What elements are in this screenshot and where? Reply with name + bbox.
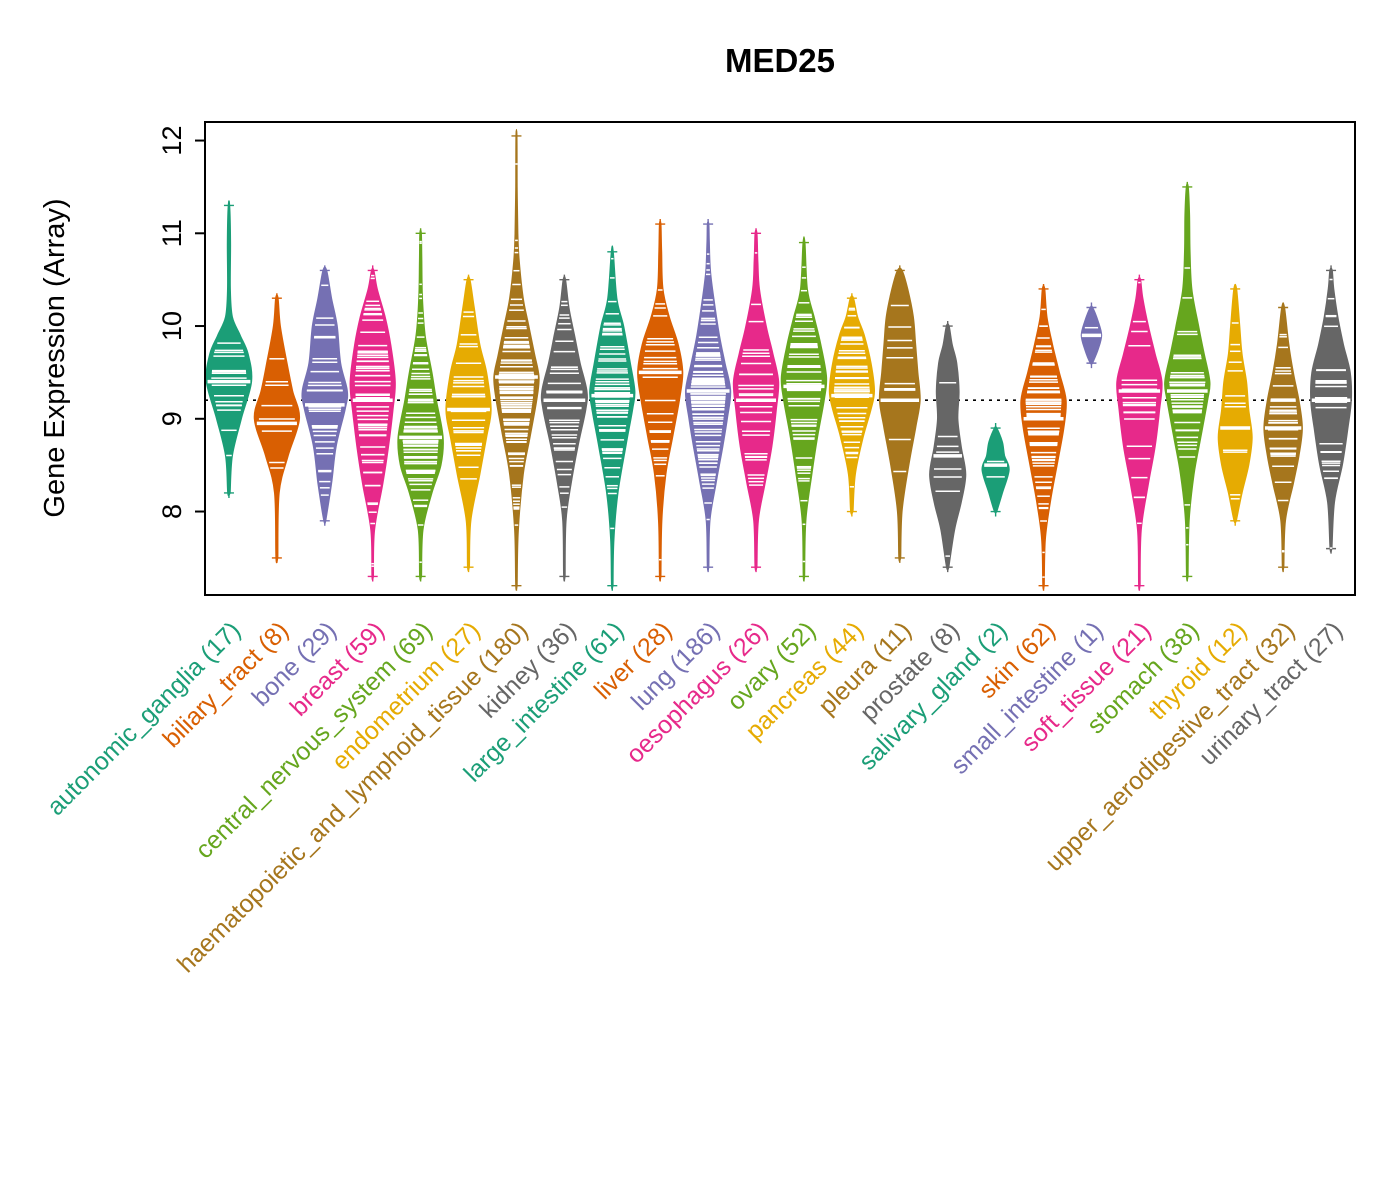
extreme-mark	[655, 571, 666, 582]
violin-bone	[301, 265, 349, 526]
extreme-mark	[942, 321, 953, 332]
extreme-mark	[751, 562, 762, 573]
violin-central_nervous_system	[397, 228, 444, 582]
violin-pancreas	[828, 293, 876, 517]
violin-endometrium	[445, 274, 492, 573]
extreme-mark	[990, 423, 1001, 434]
violin-stomach	[1164, 181, 1211, 582]
extreme-mark	[223, 200, 234, 211]
extreme-mark	[1182, 181, 1193, 192]
extreme-mark	[894, 552, 905, 563]
violin-shape	[828, 295, 876, 515]
extreme-mark	[1182, 571, 1193, 582]
extreme-mark	[703, 562, 714, 573]
y-axis-label: Gene Expression (Array)	[39, 198, 71, 517]
extreme-mark	[319, 265, 330, 276]
violin-shape	[878, 267, 921, 562]
extreme-mark	[655, 219, 666, 230]
violin-shape	[1020, 284, 1067, 590]
extreme-mark	[990, 506, 1001, 517]
extreme-mark	[271, 552, 282, 563]
extreme-mark	[798, 237, 809, 248]
y-tick-label: 9	[157, 411, 187, 426]
violin-shape	[253, 294, 301, 564]
extreme-mark	[1278, 562, 1289, 573]
violin-pleura	[878, 265, 921, 563]
violin-shape	[981, 425, 1010, 514]
extreme-mark	[511, 130, 522, 141]
extreme-mark	[1326, 265, 1337, 276]
violin-shape	[397, 229, 444, 581]
extreme-mark	[1230, 283, 1241, 294]
extreme-mark	[846, 293, 857, 304]
violin-shape	[205, 200, 253, 497]
extreme-mark	[367, 571, 378, 582]
violin-lung	[684, 219, 732, 573]
violin-shape	[445, 275, 492, 572]
extreme-mark	[559, 274, 570, 285]
extreme-mark	[511, 580, 522, 591]
extreme-mark	[1230, 515, 1241, 526]
violin-haematopoietic_and_lymphoid_tissue	[493, 128, 540, 591]
violin-upper_aerodigestive_tract	[1263, 302, 1303, 573]
violin-autonomic_ganglia	[205, 200, 253, 498]
chart-title: MED25	[725, 42, 835, 79]
extreme-mark	[846, 506, 857, 517]
violin-shape	[1310, 267, 1353, 553]
extreme-mark	[1038, 283, 1049, 294]
x-label-autonomic_ganglia: autonomic_ganglia (17)	[42, 616, 247, 821]
extreme-mark	[607, 580, 618, 591]
extreme-mark	[703, 219, 714, 230]
violin-thyroid	[1217, 283, 1253, 526]
violin-ovary	[780, 236, 828, 582]
extreme-mark	[367, 265, 378, 276]
extreme-mark	[1038, 580, 1049, 591]
violin-biliary_tract	[253, 293, 301, 564]
y-tick-label: 10	[157, 311, 187, 341]
extreme-mark	[1086, 302, 1097, 313]
violin-kidney	[540, 274, 588, 582]
y-tick-label: 11	[157, 219, 187, 247]
extreme-mark	[894, 265, 905, 276]
extreme-mark	[415, 228, 426, 239]
violin-breast	[349, 265, 396, 582]
extreme-mark	[319, 515, 330, 526]
violin-small_intestine	[1080, 302, 1103, 369]
violin-liver	[637, 219, 684, 582]
y-tick-label: 8	[157, 504, 187, 519]
violin-large_intestine	[589, 245, 636, 591]
extreme-mark	[463, 274, 474, 285]
extreme-mark	[1278, 302, 1289, 313]
x-axis-labels: autonomic_ganglia (17)biliary_tract (8)b…	[42, 616, 1349, 978]
plot-border	[204, 121, 1356, 596]
extreme-mark	[1086, 358, 1097, 369]
plot-area: 8 9 10 11 12	[157, 121, 1356, 596]
violin-soft_tissue	[1116, 274, 1163, 591]
extreme-mark	[607, 246, 618, 257]
extreme-mark	[463, 562, 474, 573]
extreme-mark	[415, 571, 426, 582]
violin-salivary_gland	[981, 423, 1010, 517]
extreme-mark	[942, 562, 953, 573]
extreme-mark	[1134, 580, 1145, 591]
extreme-mark	[271, 293, 282, 304]
violin-shape	[1116, 276, 1163, 591]
violin-prostate	[929, 321, 967, 573]
violin-skin	[1020, 283, 1067, 591]
violin-shape	[1263, 302, 1303, 572]
y-tick-label: 12	[157, 126, 187, 156]
extreme-mark	[798, 571, 809, 582]
violin-shape	[780, 236, 828, 582]
violin-oesophagus	[732, 228, 780, 573]
violin-urinary_tract	[1310, 265, 1353, 554]
extreme-mark	[223, 487, 234, 498]
extreme-mark	[751, 228, 762, 239]
violin-shape	[540, 275, 588, 582]
extreme-mark	[559, 571, 570, 582]
violin-shape	[301, 266, 349, 525]
